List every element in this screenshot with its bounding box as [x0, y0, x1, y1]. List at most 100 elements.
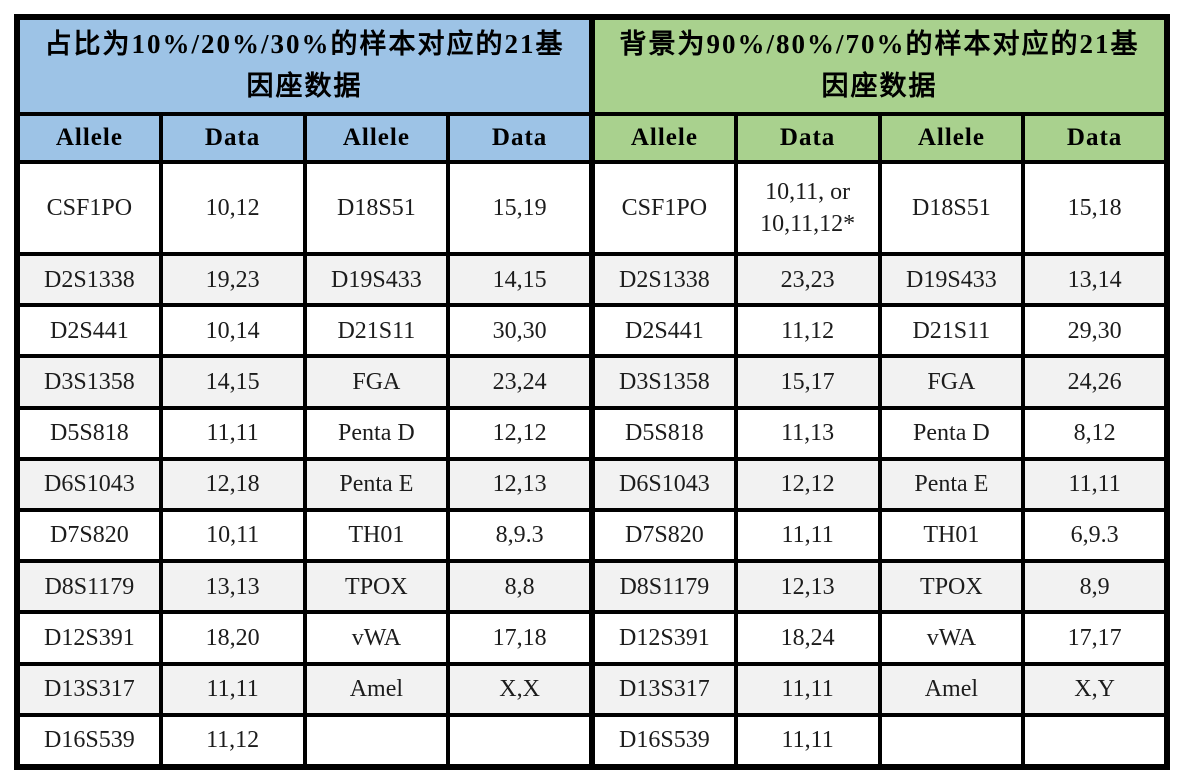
right-data-1-header: Data [733, 112, 882, 164]
data-cell: 10,11 [158, 507, 307, 564]
data-cell: 12,12 [446, 405, 594, 461]
data-cell: 10,14 [158, 303, 307, 359]
allele-cell: D18S51 [302, 159, 451, 257]
allele-cell: D6S1043 [589, 456, 738, 512]
allele-cell: Amel [877, 661, 1026, 717]
allele-cell: D8S1179 [589, 559, 738, 615]
table-row: CSF1PO 10,12 D18S51 15,19 CSF1PO 10,11, or 10… [15, 159, 1169, 257]
allele-cell: vWA [302, 610, 451, 666]
data-cell: 17,18 [446, 610, 594, 666]
allele-cell: TPOX [302, 559, 451, 615]
allele-cell [877, 712, 1026, 770]
allele-cell: D2S441 [589, 303, 738, 359]
table-row: D6S1043 12,18 Penta E 12,13 D6S1043 12,12 Pent… [15, 456, 1169, 512]
allele-cell: TH01 [302, 507, 451, 564]
data-cell: 11,11 [158, 405, 307, 461]
allele-cell: D16S539 [15, 712, 163, 770]
data-cell: 12,18 [158, 456, 307, 512]
allele-cell: Amel [302, 661, 451, 717]
right-allele-1-header: Allele [589, 112, 738, 164]
data-cell: 30,30 [446, 303, 594, 359]
table-row: D12S391 18,20 vWA 17,18 D12S391 18,24 vWA 17,17 [15, 610, 1169, 666]
right-data-2-header: Data [1021, 112, 1169, 164]
data-cell: 12,13 [733, 559, 882, 615]
str-genotype-table: 占比为10%/20%/30%的样本对应的21基 因座数据 背景为90%/80%/… [14, 14, 1170, 770]
allele-cell: Penta E [302, 456, 451, 512]
right-allele-2-header: Allele [877, 112, 1026, 164]
data-cell: 29,30 [1021, 303, 1169, 359]
data-cell: 11,12 [158, 712, 307, 770]
data-cell: 11,11 [158, 661, 307, 717]
allele-cell: TH01 [877, 507, 1026, 564]
data-cell: 8,9 [1021, 559, 1169, 615]
allele-cell: FGA [877, 354, 1026, 410]
left-allele-2-header: Allele [302, 112, 451, 164]
data-cell: 24,26 [1021, 354, 1169, 410]
data-cell: 12,12 [733, 456, 882, 512]
data-cell: 19,23 [158, 252, 307, 308]
data-cell: 14,15 [158, 354, 307, 410]
data-cell: 11,13 [733, 405, 882, 461]
allele-cell: D12S391 [589, 610, 738, 666]
allele-cell: D16S539 [589, 712, 738, 770]
allele-cell: Penta E [877, 456, 1026, 512]
allele-cell: TPOX [877, 559, 1026, 615]
left-data-1-header: Data [158, 112, 307, 164]
allele-cell: D21S11 [302, 303, 451, 359]
left-data-2-header: Data [446, 112, 594, 164]
data-cell: 13,14 [1021, 252, 1169, 308]
allele-cell: D5S818 [15, 405, 163, 461]
data-cell: 8,12 [1021, 405, 1169, 461]
allele-cell: D7S820 [15, 507, 163, 564]
allele-cell: D13S317 [589, 661, 738, 717]
allele-cell: FGA [302, 354, 451, 410]
data-cell: 14,15 [446, 252, 594, 308]
table-row: D2S441 10,14 D21S11 30,30 D2S441 11,12 D21S11 2… [15, 303, 1169, 359]
allele-cell: CSF1PO [589, 159, 738, 257]
data-cell: 11,11 [733, 507, 882, 564]
allele-cell: D13S317 [15, 661, 163, 717]
data-cell: 10,11, or 10,11,12* [733, 159, 882, 257]
allele-cell: vWA [877, 610, 1026, 666]
data-cell: 6,9.3 [1021, 507, 1169, 564]
table-row: D8S1179 13,13 TPOX 8,8 D8S1179 12,13 TPOX 8,9 [15, 559, 1169, 615]
allele-cell: D3S1358 [589, 354, 738, 410]
allele-cell: D3S1358 [15, 354, 163, 410]
allele-cell [302, 712, 451, 770]
left-allele-1-header: Allele [15, 112, 163, 164]
data-cell: 18,24 [733, 610, 882, 666]
table-row: D3S1358 14,15 FGA 23,24 D3S1358 15,17 FGA 24,26 [15, 354, 1169, 410]
data-cell: 11,11 [733, 661, 882, 717]
left-table-title: 占比为10%/20%/30%的样本对应的21基 因座数据 [15, 15, 594, 116]
right-table-title: 背景为90%/80%/70%的样本对应的21基 因座数据 [589, 15, 1169, 116]
data-cell [446, 712, 594, 770]
data-cell: 15,17 [733, 354, 882, 410]
data-cell: 11,11 [1021, 456, 1169, 512]
allele-cell: CSF1PO [15, 159, 163, 257]
allele-cell: D19S433 [877, 252, 1026, 308]
data-cell: X,Y [1021, 661, 1169, 717]
data-cell: 18,20 [158, 610, 307, 666]
data-cell: 8,9.3 [446, 507, 594, 564]
allele-cell: D6S1043 [15, 456, 163, 512]
data-cell [1021, 712, 1169, 770]
title-row: 占比为10%/20%/30%的样本对应的21基 因座数据 背景为90%/80%/… [15, 15, 1169, 116]
allele-cell: D19S433 [302, 252, 451, 308]
table-row: D16S539 11,12 D16S539 11,11 [15, 712, 1169, 770]
data-cell: 15,19 [446, 159, 594, 257]
column-header-row: Allele Data Allele Data Allele Data Alle… [15, 112, 1169, 164]
allele-cell: D2S1338 [589, 252, 738, 308]
allele-cell: D2S441 [15, 303, 163, 359]
allele-cell: D5S818 [589, 405, 738, 461]
data-cell: X,X [446, 661, 594, 717]
allele-cell: Penta D [877, 405, 1026, 461]
data-cell: 17,17 [1021, 610, 1169, 666]
data-cell: 12,13 [446, 456, 594, 512]
allele-cell: Penta D [302, 405, 451, 461]
data-cell: 23,24 [446, 354, 594, 410]
data-cell: 8,8 [446, 559, 594, 615]
data-cell: 10,12 [158, 159, 307, 257]
allele-cell: D21S11 [877, 303, 1026, 359]
table-body: CSF1PO 10,12 D18S51 15,19 CSF1PO 10,11, or 10… [15, 159, 1169, 770]
